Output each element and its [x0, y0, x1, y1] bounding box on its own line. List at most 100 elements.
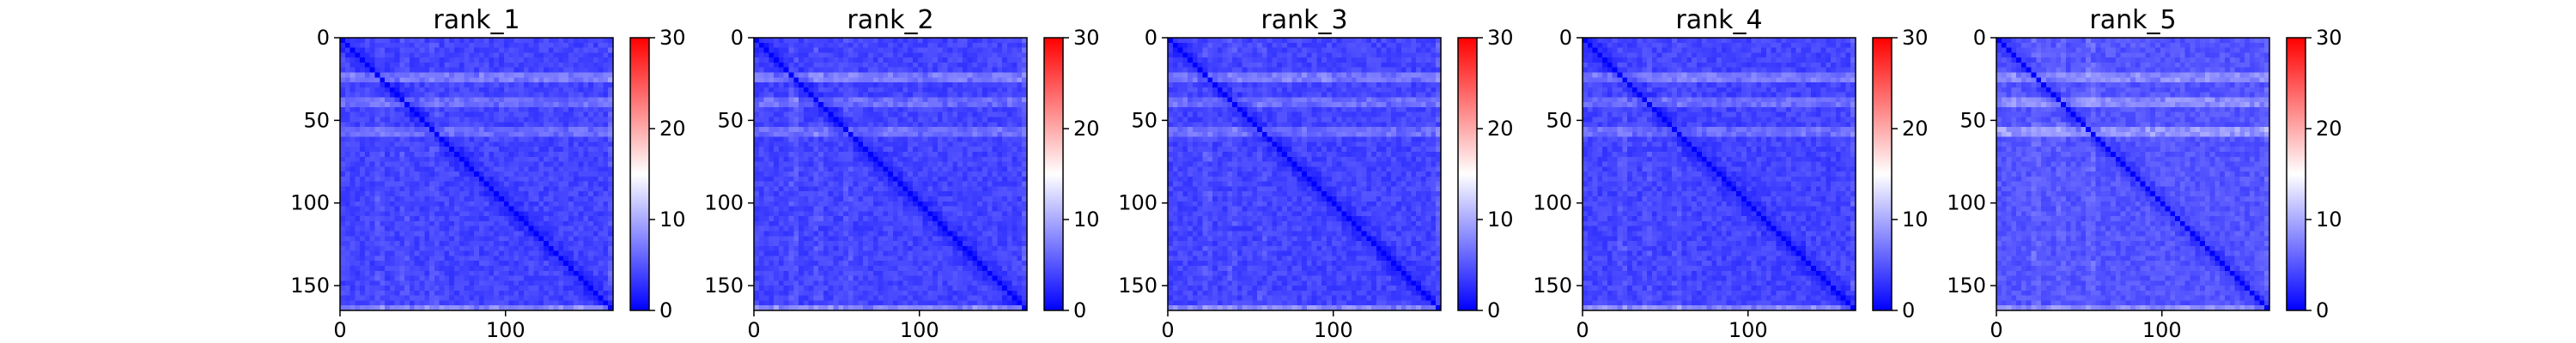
heatmap-cell — [364, 231, 371, 237]
heatmap-cell — [799, 136, 805, 143]
heatmap-cell — [828, 97, 835, 103]
heatmap-cell — [754, 38, 760, 44]
heatmap-cell — [340, 176, 346, 183]
heatmap-cell — [519, 106, 525, 113]
heatmap-cell — [474, 136, 480, 143]
heatmap-cell — [1022, 111, 1028, 118]
heatmap-cell — [409, 176, 416, 183]
heatmap-cell — [389, 231, 396, 237]
heatmap-cell — [453, 122, 460, 128]
heatmap-cell — [863, 47, 869, 53]
heatmap-cell — [598, 231, 605, 237]
heatmap-cell — [778, 166, 785, 172]
heatmap-cell — [499, 92, 505, 98]
heatmap-cell — [843, 72, 849, 78]
heatmap-cell — [758, 151, 765, 158]
heatmap-cell — [558, 300, 564, 306]
heatmap-cell — [769, 67, 775, 74]
heatmap-cell — [340, 136, 346, 143]
heatmap-cell — [508, 270, 514, 277]
heatmap-cell — [917, 206, 924, 212]
heatmap-cell — [429, 305, 435, 311]
heatmap-cell — [414, 216, 421, 222]
heatmap-cell — [913, 161, 919, 167]
heatmap-cell — [523, 265, 530, 272]
heatmap-cell — [763, 47, 769, 53]
heatmap-cell — [563, 102, 569, 108]
heatmap-cell — [967, 87, 973, 93]
heatmap-cell — [774, 186, 780, 192]
heatmap-cell — [992, 161, 998, 167]
heatmap-cell — [399, 136, 405, 143]
heatmap-cell — [360, 245, 366, 252]
heatmap-cell — [409, 186, 416, 192]
heatmap-cell — [344, 38, 351, 44]
heatmap-cell — [464, 82, 470, 88]
heatmap-cell — [867, 206, 874, 212]
heatmap-cell — [947, 47, 953, 53]
heatmap-cell — [563, 265, 569, 272]
heatmap-cell — [917, 52, 924, 58]
heatmap-cell — [544, 92, 550, 98]
heatmap-cell — [818, 181, 824, 188]
heatmap-cell — [439, 186, 446, 192]
heatmap-cell — [553, 201, 559, 208]
heatmap-cell — [1002, 111, 1008, 118]
heatmap-cell — [355, 122, 361, 128]
heatmap-cell — [503, 82, 510, 88]
heatmap-cell — [528, 176, 535, 183]
heatmap-cell — [578, 52, 584, 58]
heatmap-cell — [962, 62, 969, 69]
heatmap-cell — [788, 161, 794, 167]
heatmap-cell — [902, 77, 908, 83]
heatmap-cell — [394, 290, 400, 297]
heatmap-cell — [478, 265, 485, 272]
heatmap-cell — [349, 181, 355, 188]
heatmap-cell — [508, 106, 514, 113]
heatmap-cell — [1022, 97, 1028, 103]
heatmap-cell — [1006, 117, 1013, 123]
heatmap-cell — [478, 216, 485, 222]
heatmap-cell — [508, 300, 514, 306]
heatmap-cell — [404, 77, 410, 83]
heatmap-cell — [913, 181, 919, 188]
heatmap-cell — [429, 151, 435, 158]
heatmap-cell — [344, 111, 351, 118]
heatmap-cell — [962, 141, 969, 147]
heatmap-cell — [1006, 201, 1013, 208]
heatmap-cell — [867, 52, 874, 58]
heatmap-cell — [374, 42, 380, 49]
heatmap-cell — [419, 286, 425, 292]
heatmap-cell — [992, 102, 998, 108]
heatmap-cell — [828, 156, 835, 163]
heatmap-cell — [503, 265, 510, 272]
heatmap-cell — [538, 191, 544, 197]
heatmap-cell — [538, 52, 544, 58]
heatmap-cell — [414, 290, 421, 297]
heatmap-cell — [608, 151, 614, 158]
heatmap-cell — [414, 196, 421, 202]
heatmap-cell — [499, 181, 505, 188]
heatmap-cell — [592, 226, 599, 232]
heatmap-cell — [369, 172, 376, 178]
heatmap-cell — [917, 102, 924, 108]
heatmap-cell — [872, 201, 879, 208]
heatmap-cell — [464, 305, 470, 311]
heatmap-cell — [544, 245, 550, 252]
heatmap-cell — [439, 201, 446, 208]
heatmap-cell — [474, 131, 480, 138]
heatmap-cell — [908, 82, 914, 88]
heatmap-cell — [608, 62, 614, 69]
heatmap-cell — [603, 191, 609, 197]
heatmap-cell — [558, 166, 564, 172]
heatmap-cell — [763, 191, 769, 197]
heatmap-cell — [568, 122, 574, 128]
heatmap-cell — [459, 236, 465, 242]
heatmap-cell — [355, 127, 361, 133]
heatmap-cell — [813, 151, 819, 158]
heatmap-cell — [394, 62, 400, 69]
heatmap-cell — [867, 172, 874, 178]
heatmap-cell — [867, 201, 874, 208]
heatmap-cell — [568, 62, 574, 69]
heatmap-cell — [774, 97, 780, 103]
